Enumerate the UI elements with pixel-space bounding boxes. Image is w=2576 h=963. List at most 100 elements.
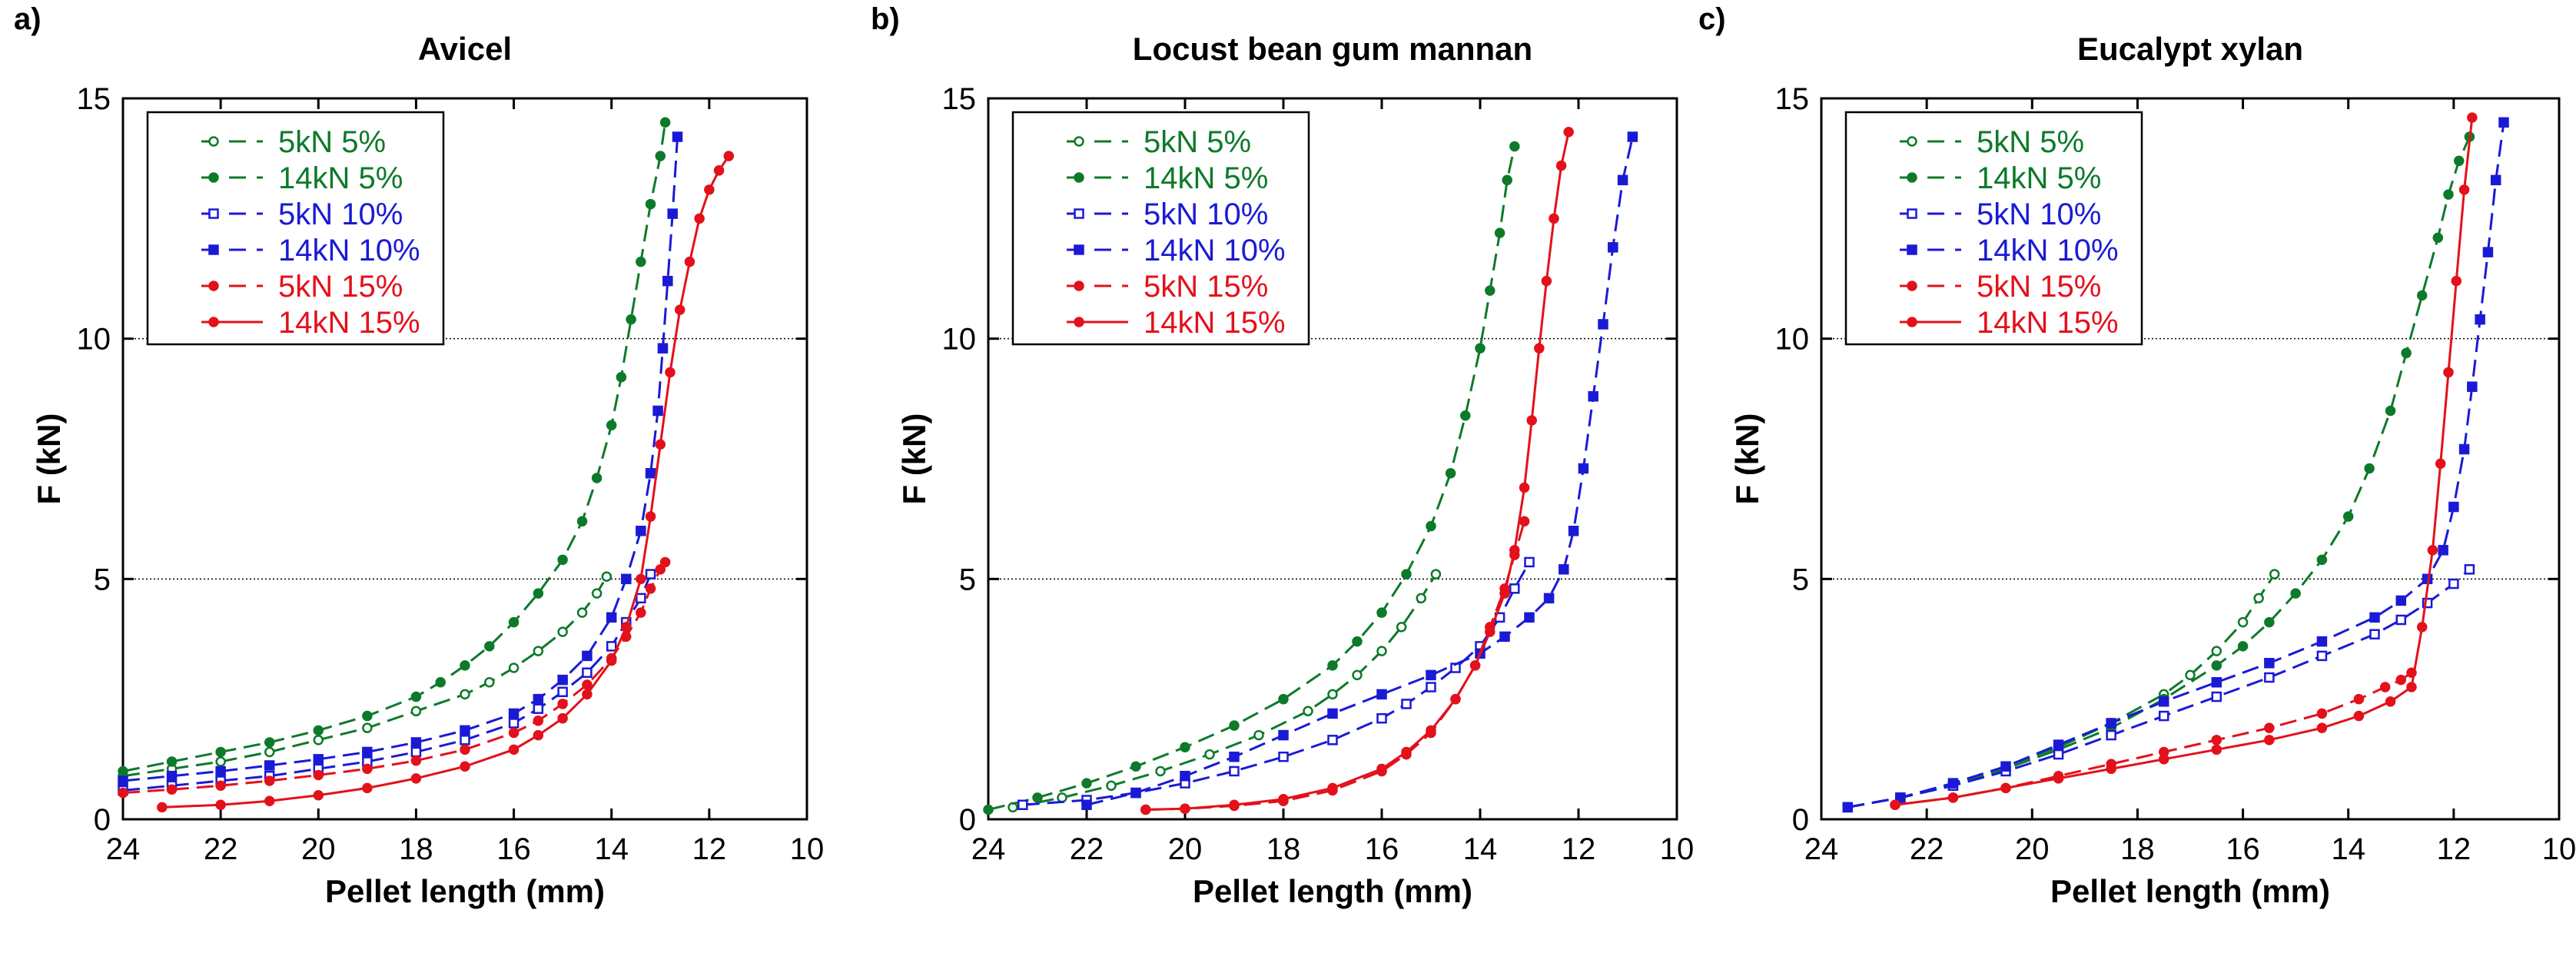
data-point <box>1376 712 1387 724</box>
data-point <box>2106 763 2116 775</box>
data-point <box>655 151 666 161</box>
data-point <box>713 165 725 176</box>
legend: 5kN 5%14kN 5%5kN 10%14kN 10%5kN 15%14kN … <box>1011 111 1310 346</box>
data-point <box>636 573 646 585</box>
data-point <box>2443 189 2454 200</box>
data-point <box>2316 650 2328 662</box>
legend-label: 5kN 10% <box>278 198 403 231</box>
data-point <box>1401 569 1412 579</box>
data-point <box>674 304 685 315</box>
data-point <box>2211 646 2222 656</box>
data-point <box>1627 131 1638 142</box>
y-tick-label: 15 <box>942 82 977 116</box>
legend-marker <box>208 244 219 255</box>
data-point <box>362 763 373 775</box>
data-point <box>118 765 128 777</box>
data-point <box>2395 614 2407 626</box>
data-point <box>460 744 470 755</box>
data-point <box>1426 725 1436 736</box>
data-point <box>2395 595 2407 606</box>
data-point <box>1502 174 1512 186</box>
data-point <box>118 787 128 799</box>
data-point <box>1485 626 1495 637</box>
data-point <box>606 655 617 666</box>
legend-marker <box>1074 208 1084 219</box>
legend-label: 14kN 15% <box>1144 306 1286 340</box>
data-point <box>2211 677 2222 688</box>
data-point <box>264 795 275 806</box>
data-point <box>557 674 568 686</box>
legend-label: 5kN 5% <box>278 125 386 159</box>
y-tick-label: 5 <box>959 563 976 596</box>
data-point <box>557 626 568 637</box>
data-point <box>1352 669 1363 681</box>
data-point <box>667 208 678 219</box>
data-point <box>2106 718 2116 729</box>
data-point <box>264 737 275 748</box>
plot-frame <box>987 97 1678 821</box>
legend-marker <box>208 317 219 327</box>
legend-label: 5kN 15% <box>1144 270 1268 304</box>
data-point <box>2269 569 2280 579</box>
data-point <box>166 770 178 782</box>
data-point <box>1578 463 1589 474</box>
data-point <box>1327 689 1338 700</box>
legend-label: 5kN 10% <box>1977 198 2101 231</box>
data-point <box>1469 660 1481 671</box>
data-point <box>645 468 656 479</box>
legend-box <box>146 111 445 346</box>
legend-label: 14kN 15% <box>278 306 420 340</box>
y-tick-label: 15 <box>1775 82 1810 116</box>
data-point <box>621 573 632 585</box>
y-tick-label: 15 <box>77 82 111 116</box>
data-point <box>533 703 544 714</box>
data-point <box>1352 636 1363 647</box>
data-point <box>606 420 617 430</box>
series-5kn10 <box>1842 564 2475 813</box>
x-tick-label: 12 <box>2437 832 2471 866</box>
legend-label: 14kN 5% <box>1144 161 1268 195</box>
data-point <box>672 131 683 142</box>
data-point <box>215 746 226 758</box>
data-point <box>1509 545 1520 556</box>
x-tick-label: 22 <box>1070 832 1104 866</box>
data-point <box>2316 722 2328 733</box>
data-point <box>533 588 544 599</box>
data-point <box>410 755 422 766</box>
data-point <box>166 784 178 795</box>
y-tick-label: 0 <box>959 803 976 837</box>
series-line <box>1145 131 1570 811</box>
data-point <box>1376 646 1387 656</box>
data-point <box>557 554 568 566</box>
data-point <box>508 616 520 628</box>
data-point <box>2264 616 2275 628</box>
data-point <box>2438 545 2448 556</box>
data-point <box>1426 669 1436 681</box>
data-point <box>1081 799 1092 810</box>
legend-marker <box>208 281 219 291</box>
data-point <box>1253 729 1264 741</box>
series-5kn5 <box>118 571 612 782</box>
series-5kn10 <box>1017 556 1535 810</box>
legend-marker <box>1074 281 1084 291</box>
data-point <box>2106 729 2116 741</box>
data-point <box>508 744 520 755</box>
data-point <box>652 405 663 417</box>
series-5kn15 <box>1890 667 2417 810</box>
data-point <box>2435 458 2446 470</box>
data-point <box>1598 319 1608 330</box>
data-point <box>2467 112 2478 123</box>
y-tick-label: 5 <box>1792 563 1809 596</box>
chart-panel-1: a) Avicel 24 22 20 18 16 14 12 10 0 5 10 15 Pellet len… <box>14 2 824 909</box>
data-point <box>582 667 593 679</box>
data-point <box>1509 583 1520 594</box>
data-point <box>2498 117 2509 128</box>
data-point <box>533 729 544 741</box>
data-point <box>1426 520 1436 532</box>
data-point <box>2416 290 2428 301</box>
data-point <box>1416 593 1426 604</box>
data-point <box>582 650 593 662</box>
data-point <box>1842 802 1854 813</box>
series-line <box>122 122 667 772</box>
series-14kn15 <box>157 151 735 813</box>
